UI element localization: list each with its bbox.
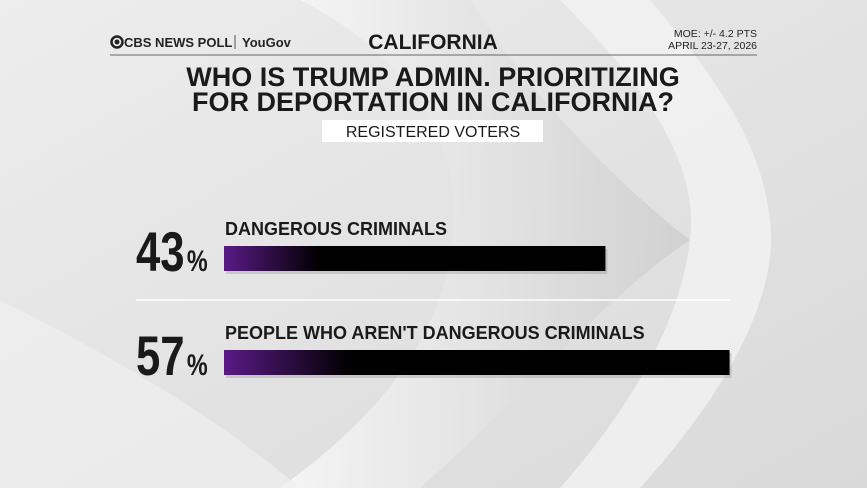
title-line: FOR DEPORTATION IN CALIFORNIA? [192, 87, 674, 117]
dates: APRIL 23-27, 2026 [668, 40, 757, 52]
partner: YouGov [242, 35, 292, 50]
source: CBS NEWS POLL [124, 35, 232, 50]
background-swoosh [0, 300, 300, 488]
bar-group [224, 350, 732, 378]
location: CALIFORNIA [368, 31, 498, 54]
background-swoosh [280, 0, 690, 488]
value-label: 57% [136, 325, 208, 387]
cbs-logo [114, 39, 120, 45]
subtitle-box [322, 120, 543, 142]
category-label: PEOPLE WHO AREN'T DANGEROUS CRIMINALS [225, 323, 645, 343]
bar [224, 350, 730, 375]
bar-group [224, 246, 608, 274]
subtitle: REGISTERED VOTERS [346, 124, 520, 141]
moe: MOE: +/- 4.2 PTS [674, 28, 757, 40]
cbs-logo [110, 35, 124, 49]
bar [224, 246, 606, 271]
category-label: DANGEROUS CRIMINALS [225, 219, 447, 239]
value-label: 43% [136, 221, 208, 283]
title-line: WHO IS TRUMP ADMIN. PRIORITIZING [186, 62, 680, 92]
